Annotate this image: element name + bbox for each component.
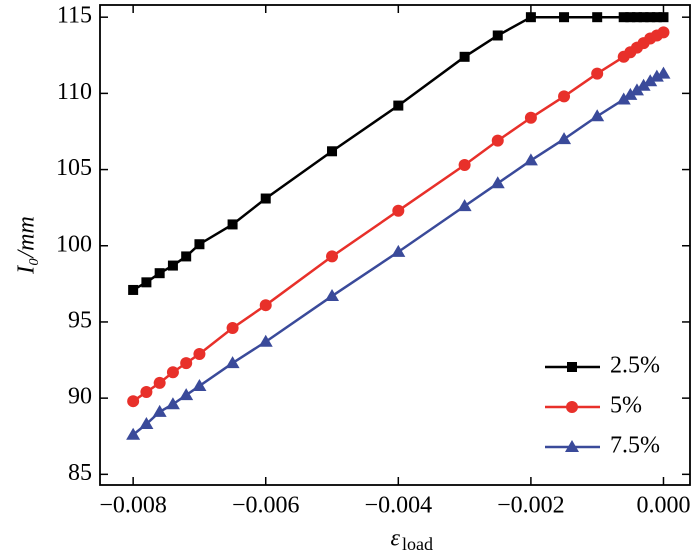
x-tick-label: −0.008 xyxy=(99,493,167,519)
data-point xyxy=(590,109,605,122)
data-point xyxy=(165,397,180,410)
data-point xyxy=(623,87,638,100)
data-point xyxy=(225,356,240,369)
data-point xyxy=(193,347,206,360)
data-point xyxy=(127,395,140,408)
data-point xyxy=(166,366,179,379)
x-tick-label: −0.004 xyxy=(365,493,433,519)
data-point xyxy=(592,12,603,23)
y-tick-label: 85 xyxy=(68,460,92,486)
y-tick-label: 110 xyxy=(57,79,92,105)
data-point xyxy=(649,69,664,82)
data-point xyxy=(126,427,141,440)
legend-marker xyxy=(566,401,578,413)
data-point xyxy=(128,284,139,295)
data-point xyxy=(327,146,338,157)
data-point xyxy=(643,74,658,87)
data-point xyxy=(181,251,192,262)
plot-frame xyxy=(99,4,691,486)
legend-label: 7.5% xyxy=(610,433,660,459)
data-point xyxy=(559,12,570,23)
data-point xyxy=(260,193,271,204)
data-point xyxy=(651,12,662,23)
data-point xyxy=(645,12,656,23)
data-point xyxy=(140,386,153,399)
x-axis-label: ε xyxy=(391,526,401,552)
data-point xyxy=(524,111,537,124)
data-point xyxy=(141,277,152,288)
data-point xyxy=(154,268,165,279)
data-point xyxy=(259,299,272,312)
data-point xyxy=(139,417,154,430)
legend-label: 2.5% xyxy=(610,353,660,379)
y-tick-label: 100 xyxy=(56,231,92,257)
data-point xyxy=(656,66,671,79)
data-point xyxy=(490,176,505,189)
y-axis-label: I₀/mm xyxy=(14,216,40,275)
data-point xyxy=(393,100,404,111)
data-point xyxy=(558,90,571,103)
y-tick-label: 95 xyxy=(68,307,92,333)
data-point xyxy=(491,134,504,147)
data-point xyxy=(153,376,166,389)
data-point xyxy=(625,12,636,23)
data-point xyxy=(458,159,471,171)
data-point xyxy=(258,334,273,347)
data-point xyxy=(492,30,503,41)
data-point xyxy=(523,153,538,166)
data-point xyxy=(631,12,642,23)
x-axis-label-sub: load xyxy=(402,534,433,554)
data-point xyxy=(227,219,238,230)
y-tick-label: 115 xyxy=(57,3,92,29)
data-point xyxy=(226,322,239,335)
data-point xyxy=(326,250,339,263)
data-point xyxy=(192,378,207,391)
data-point xyxy=(658,12,669,23)
x-tick-label: −0.002 xyxy=(497,493,565,519)
data-point xyxy=(591,67,604,80)
series-line xyxy=(132,31,665,403)
x-tick-label: −0.006 xyxy=(232,493,300,519)
data-point xyxy=(657,26,670,39)
x-tick-label: 0.000 xyxy=(636,493,690,519)
y-tick-label: 105 xyxy=(56,155,92,181)
data-point xyxy=(457,199,472,212)
data-point xyxy=(629,83,644,96)
data-point xyxy=(525,12,536,23)
y-tick-label: 90 xyxy=(68,384,92,410)
data-point xyxy=(618,12,629,23)
data-point xyxy=(638,12,649,23)
data-point xyxy=(194,239,205,250)
data-point xyxy=(325,289,340,302)
data-point xyxy=(616,92,631,105)
legend-label: 5% xyxy=(610,393,642,419)
data-point xyxy=(152,404,167,417)
data-point xyxy=(557,132,572,145)
data-point xyxy=(636,78,651,91)
legend-marker xyxy=(567,362,577,372)
data-point xyxy=(179,388,194,401)
data-point xyxy=(180,357,193,370)
data-point xyxy=(459,51,470,62)
legend-marker xyxy=(565,440,579,452)
data-point xyxy=(392,204,405,217)
data-point xyxy=(167,260,178,271)
data-point xyxy=(391,244,406,257)
